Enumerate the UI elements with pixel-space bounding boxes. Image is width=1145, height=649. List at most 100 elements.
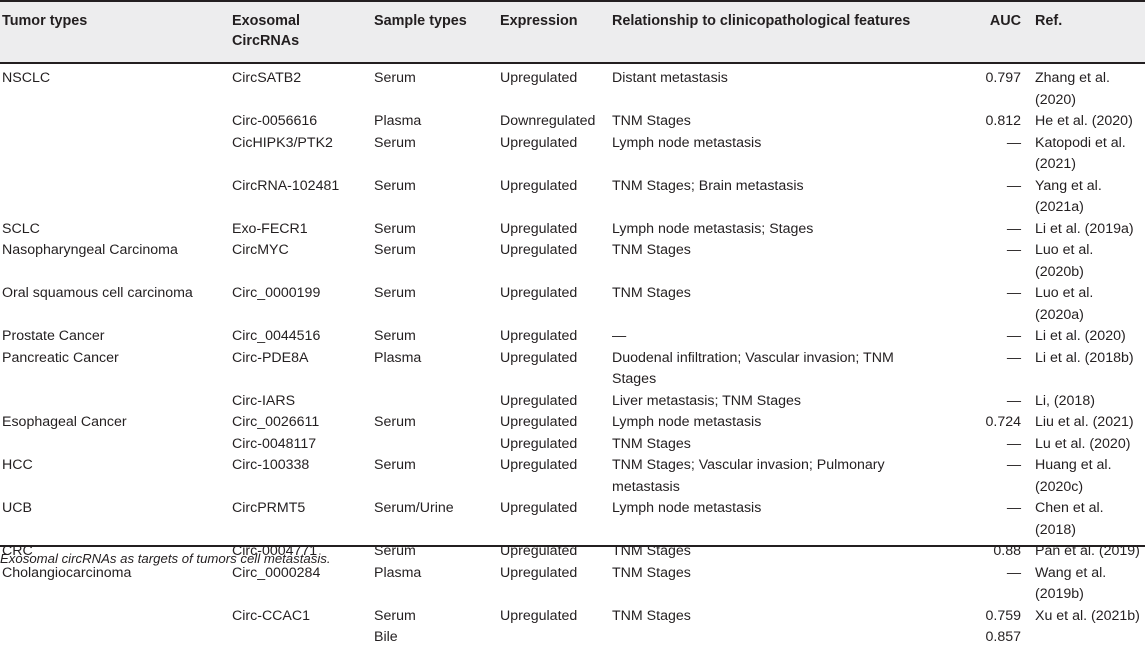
table-body: NSCLC CircSATB2 Serum Upregulated Distant me… [0, 62, 1145, 649]
cell-ref: Lu et al. (2020) [1035, 435, 1131, 452]
cell-relationship: TNM Stages [612, 113, 691, 129]
cell-expression: Upregulated [500, 414, 578, 430]
cell-sample-type: Plasma [374, 349, 422, 366]
cell-expression: Upregulated [500, 177, 578, 194]
table-row: CircRNA-102481 Serum Upregulated TNM Stages… [0, 176, 1145, 219]
cell-relationship: TNM Stages [612, 242, 691, 258]
cell-expression: Upregulated [500, 543, 578, 559]
header-exosomal-circrnas: Exosomal CircRNAs [232, 13, 300, 49]
cell-tumor-type [0, 176, 228, 219]
cell-tumor-type [0, 133, 228, 176]
cell-ref: Chen et al. (2018) [1035, 500, 1104, 538]
table-caption: Exosomal circRNAs as targets of tumors c… [0, 551, 331, 566]
table-row: Nasopharyngeal Carcinoma CircMYC Serum Upre… [0, 240, 1145, 283]
cell-auc: — [1006, 285, 1021, 301]
table-row: SCLC Exo-FECR1 Serum Upregulated Lymph node … [0, 219, 1145, 241]
cell-sample-type: Plasma [374, 113, 422, 129]
cell-sample-type [370, 434, 496, 456]
cell-sample-type: Serum [374, 607, 416, 624]
cell-expression: Upregulated [500, 242, 578, 258]
cell-auc: — [1006, 349, 1021, 366]
cell-auc: 0.88 [993, 543, 1021, 559]
cell-ref [1031, 627, 1145, 649]
header-auc: AUC [989, 13, 1021, 29]
cell-ref: Huang et al. (2020c) [1035, 457, 1112, 495]
cell-ref: Liu et al. (2021) [1035, 414, 1134, 430]
cell-expression: Upregulated [500, 564, 578, 581]
cell-circrna [228, 627, 370, 649]
cell-tumor-type: NSCLC [2, 70, 51, 86]
cell-circrna: Exo-FECR1 [232, 220, 308, 237]
cell-expression: Upregulated [500, 328, 578, 344]
cell-relationship: — [612, 328, 627, 344]
table-row: Circ-0056616 Plasma Downregulated TNM Stage… [0, 111, 1145, 133]
cell-tumor-type: Esophageal Cancer [2, 414, 127, 430]
cell-relationship: Liver metastasis; TNM Stages [612, 392, 801, 409]
cell-tumor-type [0, 627, 228, 649]
cell-tumor-type: Cholangiocarcinoma [2, 564, 132, 581]
cell-relationship: Lymph node metastasis [612, 500, 762, 516]
cell-sample-type: Serum [374, 220, 416, 237]
cell-relationship: TNM Stages; Vascular invasion; Pulmonary… [612, 457, 885, 495]
cell-tumor-type: Pancreatic Cancer [2, 349, 119, 366]
cell-circrna: CircMYC [232, 242, 289, 258]
table-row: Oral squamous cell carcinoma Circ_0000199… [0, 283, 1145, 326]
cell-circrna: Circ_0000199 [232, 285, 321, 301]
cell-auc: — [1006, 328, 1021, 344]
cell-auc: — [1006, 435, 1021, 452]
table-row: CRC Circ-0004771 Serum Upregulated TNM Stage… [0, 541, 1145, 563]
cell-relationship: Duodenal infiltration; Vascular invasion… [612, 349, 894, 388]
cell-sample-type: Serum [374, 543, 416, 559]
cell-tumor-type: CRC [2, 543, 33, 559]
cell-tumor-type [0, 391, 228, 413]
cell-auc: — [1006, 392, 1021, 409]
cell-ref: Li, (2018) [1035, 392, 1095, 409]
cell-relationship: Lymph node metastasis; Stages [612, 220, 814, 237]
cell-ref: Luo et al. (2020a) [1035, 285, 1094, 323]
cell-ref: He et al. (2020) [1035, 113, 1133, 129]
cell-auc: 0.812 [985, 113, 1021, 129]
cell-circrna: Circ-0048117 [232, 435, 317, 452]
bottom-rule [0, 545, 1145, 547]
cell-tumor-type [0, 606, 228, 628]
cell-tumor-type [0, 111, 228, 133]
cell-sample-type: Serum [374, 457, 416, 473]
cell-circrna: Circ-100338 [232, 457, 310, 473]
cell-sample-type: Bile [374, 629, 398, 645]
cell-auc: 0.759 [985, 607, 1021, 624]
cell-tumor-type: Nasopharyngeal Carcinoma [2, 242, 178, 258]
cell-circrna: Circ-PDE8A [232, 349, 309, 366]
cell-expression: Upregulated [500, 220, 578, 237]
cell-relationship: TNM Stages; Brain metastasis [612, 177, 804, 194]
cell-circrna: Circ-0056616 [232, 113, 318, 129]
table-row: CicHIPK3/PTK2 Serum Upregulated Lymph node … [0, 133, 1145, 176]
cell-relationship: TNM Stages [612, 607, 691, 624]
cell-sample-type: Serum [374, 70, 416, 86]
cell-ref: Li et al. (2020) [1035, 328, 1126, 344]
cell-relationship: TNM Stages [612, 285, 691, 301]
table-row: NSCLC CircSATB2 Serum Upregulated Distant me… [0, 62, 1145, 111]
cell-expression: Upregulated [500, 349, 578, 366]
cell-auc: 0.797 [985, 70, 1021, 86]
cell-sample-type: Serum [374, 328, 416, 344]
cell-circrna: CircPRMT5 [232, 500, 306, 516]
cell-tumor-type: Prostate Cancer [2, 328, 105, 344]
cell-sample-type: Serum [374, 134, 416, 151]
cell-relationship: TNM Stages [612, 435, 691, 452]
cell-circrna: Circ_0000284 [232, 564, 321, 581]
cell-sample-type: Serum [374, 414, 416, 430]
cell-ref: Li et al. (2018b) [1035, 349, 1134, 366]
cell-auc: 0.724 [985, 414, 1021, 430]
top-rule [0, 0, 1145, 2]
table-row: Circ-IARS Upregulated Liver metastasis; TN… [0, 391, 1145, 413]
cell-expression: Upregulated [500, 435, 578, 452]
cell-auc: — [1006, 457, 1021, 473]
cell-auc: — [1006, 564, 1021, 581]
cell-circrna: Circ_0026611 [232, 414, 320, 430]
cell-auc: — [1006, 220, 1021, 237]
cell-relationship: Distant metastasis [612, 70, 728, 86]
cell-auc: — [1006, 500, 1021, 516]
cell-circrna: Circ-CCAC1 [232, 607, 311, 624]
cell-tumor-type: HCC [2, 457, 33, 473]
